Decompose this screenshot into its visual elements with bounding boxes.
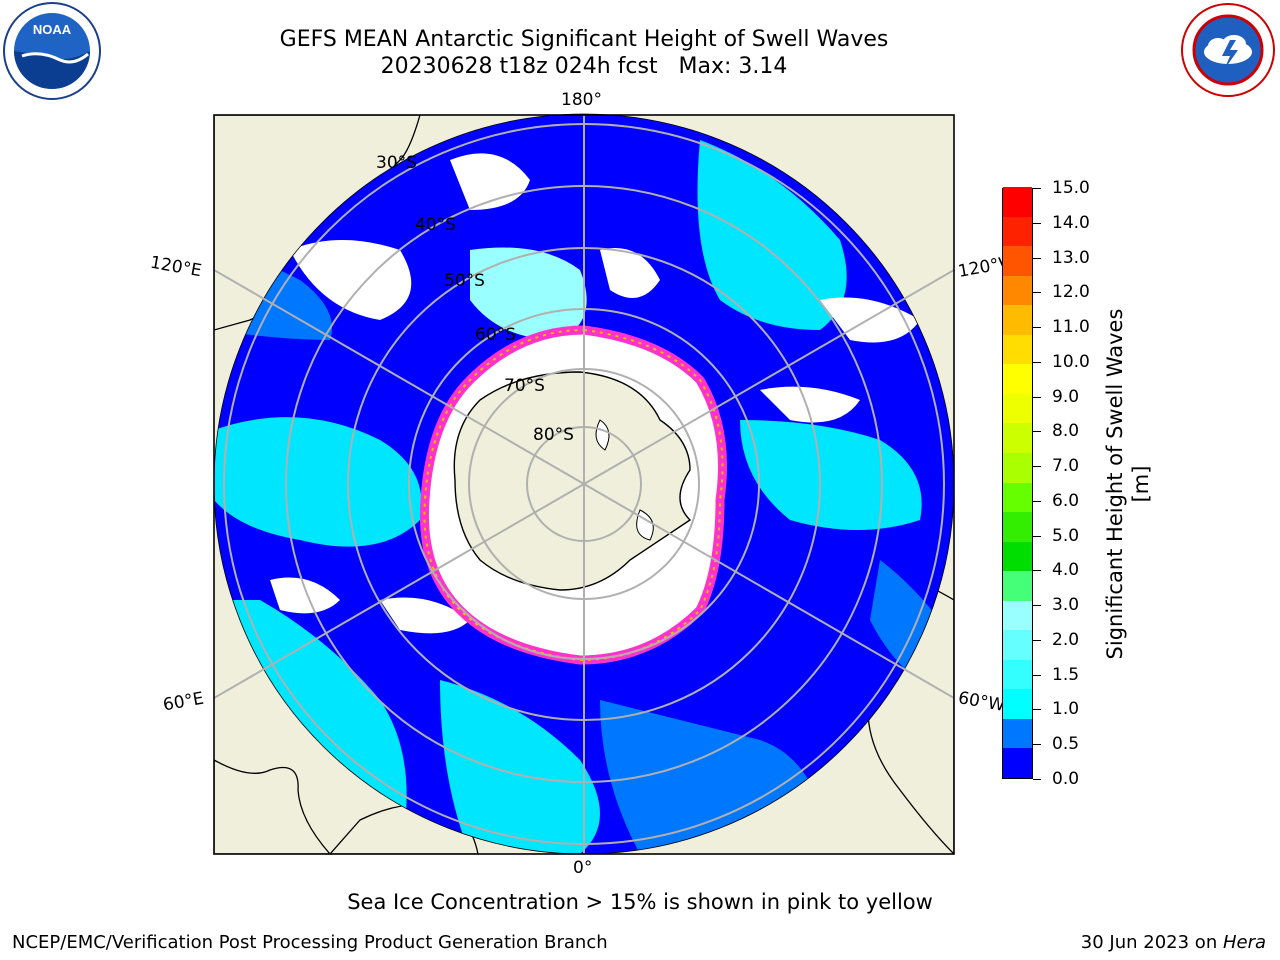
colorbar-segment <box>1003 718 1032 749</box>
sea-ice-note: Sea Ice Concentration > 15% is shown in … <box>347 890 933 914</box>
colorbar-tick-label: 12.0 <box>1052 282 1090 303</box>
colorbar-tick <box>1033 257 1041 259</box>
colorbar-segment <box>1003 186 1032 217</box>
colorbar-tick-label: 14.0 <box>1052 212 1090 233</box>
lat-label-60s: 60°S <box>475 325 516 345</box>
noaa-logo: NOAA <box>3 2 101 100</box>
footer-date: 30 Jun 2023 on <box>1080 932 1223 953</box>
colorbar-tick <box>1033 361 1041 363</box>
colorbar-segment <box>1003 393 1032 424</box>
noaa-logo-text: NOAA <box>33 22 72 37</box>
lon-label-180: 180° <box>561 90 602 110</box>
colorbar-segment <box>1003 570 1032 601</box>
colorbar-tick <box>1033 431 1041 433</box>
colorbar-segment <box>1003 304 1032 335</box>
colorbar-label: Significant Height of Swell Waves [m] <box>1103 308 1153 660</box>
footer-machine: Hera <box>1222 932 1266 953</box>
colorbar-tick-label: 9.0 <box>1052 386 1080 407</box>
colorbar-segment <box>1003 747 1032 778</box>
lat-label-50s: 50°S <box>444 271 485 291</box>
colorbar-tick <box>1033 744 1041 746</box>
colorbar-tick-label: 6.0 <box>1052 490 1080 511</box>
graticule <box>214 115 954 854</box>
chart-title: GEFS MEAN Antarctic Significant Height o… <box>279 27 889 52</box>
colorbar-tick-label: 1.5 <box>1052 664 1080 685</box>
colorbar-segment <box>1003 659 1032 690</box>
colorbar-tick <box>1033 570 1041 572</box>
lat-label-80s: 80°S <box>533 425 574 445</box>
footer-timestamp: 30 Jun 2023 on Hera <box>1081 932 1266 953</box>
colorbar-tick <box>1033 605 1041 607</box>
colorbar-tick <box>1033 188 1041 189</box>
colorbar-tick <box>1033 674 1041 676</box>
africa-outline <box>214 759 331 854</box>
chart-subtitle: 20230628 t18z 024h fcst Max: 3.14 <box>380 54 788 79</box>
footer-credit: NCEP/EMC/Verification Post Processing Pr… <box>12 932 608 953</box>
colorbar-tick-label: 2.0 <box>1052 629 1080 650</box>
colorbar-segment <box>1003 275 1032 306</box>
colorbar-tick <box>1033 779 1041 780</box>
colorbar-tick <box>1033 500 1041 502</box>
colorbar-segment <box>1003 511 1032 542</box>
lon-label-0: 0° <box>573 858 593 878</box>
colorbar-tick-label: 0.0 <box>1052 769 1080 789</box>
colorbar-segment <box>1003 216 1032 247</box>
colorbar-tick-label: 4.0 <box>1052 560 1080 581</box>
colorbar-tick-label: 5.0 <box>1052 525 1080 546</box>
colorbar-segment <box>1003 600 1032 631</box>
nws-logo <box>1181 3 1275 97</box>
colorbar-segment <box>1003 334 1032 365</box>
colorbar-tick <box>1033 709 1041 711</box>
colorbar-tick <box>1033 222 1041 224</box>
colorbar-tick <box>1033 327 1041 329</box>
colorbar-tick-label: 8.0 <box>1052 421 1080 442</box>
colorbar-tick-label: 1.0 <box>1052 699 1080 720</box>
colorbar-segment <box>1003 482 1032 513</box>
colorbar-segment <box>1003 541 1032 572</box>
colorbar-tick <box>1033 292 1041 294</box>
colorbar-tick-label: 0.5 <box>1052 734 1080 755</box>
colorbar-tick <box>1033 639 1041 641</box>
colorbar-segment <box>1003 688 1032 719</box>
colorbar <box>1002 186 1033 779</box>
map-frame <box>213 114 955 855</box>
colorbar-tick <box>1033 466 1041 468</box>
colorbar-tick-label: 3.0 <box>1052 595 1080 616</box>
antarctica-outline <box>453 371 692 591</box>
colorbar-tick <box>1033 535 1041 537</box>
colorbar-tick-label: 7.0 <box>1052 456 1080 477</box>
colorbar-tick-label: 13.0 <box>1052 247 1090 268</box>
colorbar-tick-label: 10.0 <box>1052 351 1090 372</box>
colorbar-segment <box>1003 452 1032 483</box>
colorbar-tick-label: 15.0 <box>1052 178 1090 198</box>
colorbar-segment <box>1003 363 1032 394</box>
colorbar-segment <box>1003 422 1032 453</box>
lat-label-70s: 70°S <box>504 376 545 396</box>
colorbar-segment <box>1003 629 1032 660</box>
colorbar-tick <box>1033 396 1041 398</box>
colorbar-tick-label: 11.0 <box>1052 317 1090 338</box>
lat-label-30s: 30°S <box>376 153 417 173</box>
lat-label-40s: 40°S <box>415 215 456 235</box>
colorbar-segment <box>1003 245 1032 276</box>
